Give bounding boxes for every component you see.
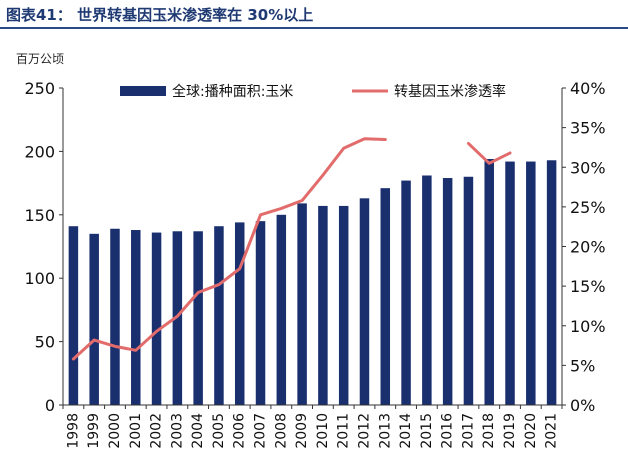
y-left-tick-label: 50: [35, 333, 55, 352]
bar-2008: [276, 214, 287, 405]
bar-2003: [172, 231, 183, 405]
x-tick-label: 2021: [544, 413, 560, 449]
bar-2013: [380, 188, 391, 405]
bar-2001: [131, 230, 141, 405]
x-tick-label: 2019: [502, 413, 518, 449]
bar-1998: [68, 226, 79, 405]
bar-2007: [255, 221, 266, 405]
bar-2012: [359, 198, 370, 405]
y-right-tick-label: 30%: [570, 158, 606, 177]
y-left-unit-label: 百万公顷: [16, 52, 65, 66]
x-tick-label: 2017: [460, 413, 476, 449]
x-tick-label: 2008: [273, 413, 289, 449]
bar-2019: [505, 161, 515, 405]
legend-label-bar: 全球:播种面积:玉米: [172, 83, 293, 100]
bar-2014: [401, 180, 411, 405]
bar-2021: [546, 160, 557, 405]
bar-2006: [234, 222, 245, 405]
x-tick-label: 2002: [149, 413, 165, 449]
x-tick-label: 2005: [211, 413, 227, 449]
bar-2005: [214, 226, 224, 405]
bar-2002: [151, 232, 162, 405]
bar-series: [68, 159, 557, 405]
y-left-tick-label: 250: [24, 79, 55, 98]
y-right-tick-label: 0%: [570, 396, 595, 415]
x-tick-label: 2001: [128, 413, 144, 449]
bar-2020: [526, 161, 536, 405]
y-left-tick-label: 100: [24, 269, 55, 288]
penetration-line-segment-1: [71, 137, 387, 361]
x-tick-label: 2012: [356, 413, 372, 449]
bar-2016: [442, 178, 453, 405]
bar-2010: [318, 205, 328, 405]
bar-2015: [422, 175, 432, 405]
axes: 0 50 100 150 200 250 0% 5% 10% 15% 20% 25% 30% 35% 40%…: [24, 79, 605, 449]
legend: 全球:播种面积:玉米 转基因玉米渗透率: [120, 83, 506, 100]
bar-1999: [89, 233, 99, 405]
x-tick-label: 2018: [481, 413, 497, 449]
legend-label-line: 转基因玉米渗透率: [394, 83, 506, 100]
x-tick-label: 2015: [419, 413, 435, 449]
line-series: [71, 137, 512, 361]
x-tick-label: 2003: [169, 413, 185, 449]
y-right-tick-label: 35%: [570, 119, 606, 138]
legend-swatch-bar: [120, 86, 166, 96]
y-right-tick-label: 15%: [570, 277, 606, 296]
page-title: 图表41： 世界转基因玉米渗透率在 30%以上: [6, 6, 314, 24]
x-tick-label: 2004: [190, 413, 206, 449]
x-tick-label: 1998: [65, 413, 81, 449]
y-left-tick-label: 200: [24, 142, 55, 161]
x-tick-label: 2000: [107, 413, 123, 449]
x-tick-label: 2009: [294, 413, 310, 449]
bar-2004: [193, 231, 203, 405]
bar-2009: [297, 203, 307, 405]
bar-2017: [463, 176, 474, 405]
x-tick-label: 2006: [232, 413, 248, 449]
x-tick-label: 2013: [377, 413, 393, 449]
y-right-tick-label: 25%: [570, 198, 606, 217]
y-left-tick-label: 150: [24, 206, 55, 225]
y-right-tick-label: 10%: [570, 317, 606, 336]
bar-2018: [484, 159, 494, 405]
x-tick-label: 2007: [253, 413, 269, 449]
title-divider: [0, 27, 628, 29]
x-tick-label: 1999: [86, 413, 102, 449]
x-tick-label: 2010: [315, 413, 331, 449]
bar-2000: [110, 228, 120, 405]
y-right-tick-label: 20%: [570, 238, 606, 257]
bar-2011: [338, 205, 349, 405]
y-right-tick-label: 40%: [570, 79, 606, 98]
x-tick-label: 2020: [523, 413, 539, 449]
y-right-tick-label: 5%: [570, 356, 595, 375]
y-left-tick-label: 0: [45, 396, 55, 415]
x-tick-label: 2016: [440, 413, 456, 449]
x-tick-label: 2014: [398, 413, 414, 449]
x-tick-label: 2011: [336, 413, 352, 449]
